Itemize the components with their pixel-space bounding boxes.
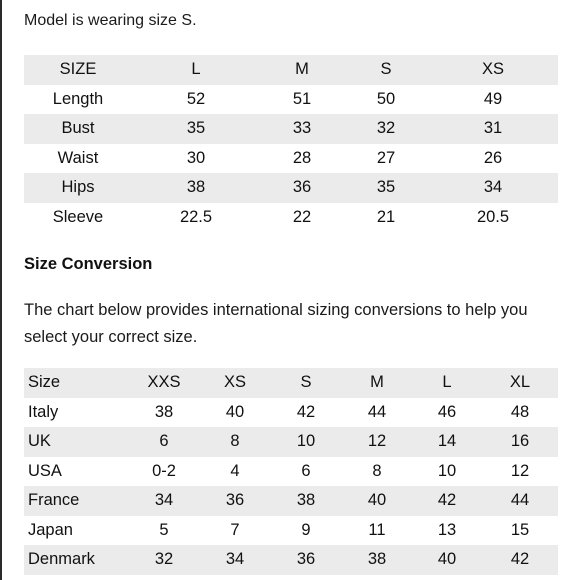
table-cell: 42	[270, 397, 342, 427]
header-cell: Size	[24, 368, 128, 398]
row-label: Waist	[24, 143, 132, 173]
row-label: USA	[24, 456, 128, 486]
table-cell: 28	[260, 143, 344, 173]
table-cell: 8	[200, 427, 270, 457]
header-cell: L	[412, 368, 482, 398]
row-label: Length	[24, 84, 132, 114]
row-label: Sleeve	[24, 202, 132, 232]
table-row: Waist 30 28 27 26	[24, 143, 558, 173]
table-cell: 31	[428, 114, 558, 144]
table-row: Japan 5 7 9 11 13 15	[24, 515, 558, 545]
table-cell: 12	[342, 427, 412, 457]
table-cell: 20.5	[428, 202, 558, 232]
size-conversion-description: The chart below provides international s…	[24, 301, 528, 346]
size-conversion-heading: Size Conversion	[24, 255, 153, 273]
table-cell: 27	[344, 143, 428, 173]
model-size-note: Model is wearing size S.	[24, 12, 197, 29]
table-cell: 38	[128, 397, 200, 427]
row-label: Italy	[24, 397, 128, 427]
table-cell: 10	[270, 427, 342, 457]
table-cell: 11	[342, 515, 412, 545]
table-row: USA 0-2 4 6 8 10 12	[24, 456, 558, 486]
size-measurements-table: SIZE L M S XS Length 52 51 50 49 Bust 35…	[24, 55, 558, 232]
header-cell: XL	[482, 368, 558, 398]
table-cell: 22	[260, 202, 344, 232]
table-cell: 38	[132, 173, 260, 203]
table-cell: 12	[482, 456, 558, 486]
table-cell: 35	[344, 173, 428, 203]
table-cell: 22.5	[132, 202, 260, 232]
table-cell: 51	[260, 84, 344, 114]
header-cell: S	[270, 368, 342, 398]
row-label: France	[24, 486, 128, 516]
table-cell: 40	[200, 397, 270, 427]
row-label: Bust	[24, 114, 132, 144]
table-cell: 40	[342, 486, 412, 516]
table-cell: 42	[412, 486, 482, 516]
table-cell: 34	[428, 173, 558, 203]
table-row: Bust 35 33 32 31	[24, 114, 558, 144]
table-cell: 14	[412, 427, 482, 457]
table-header-row: Size XXS XS S M L XL	[24, 368, 558, 398]
table-cell: 9	[270, 515, 342, 545]
header-cell: M	[260, 55, 344, 85]
table-header-row: SIZE L M S XS	[24, 55, 558, 85]
table-row: Sleeve 22.5 22 21 20.5	[24, 202, 558, 232]
table-cell: 44	[342, 397, 412, 427]
table-cell: 6	[128, 427, 200, 457]
table-cell: 10	[412, 456, 482, 486]
table-cell: 38	[342, 545, 412, 575]
table-cell: 33	[260, 114, 344, 144]
table-cell: 21	[344, 202, 428, 232]
table-cell: 50	[344, 84, 428, 114]
header-cell: S	[344, 55, 428, 85]
table-cell: 38	[270, 486, 342, 516]
table-cell: 32	[128, 545, 200, 575]
row-label: Hips	[24, 173, 132, 203]
table-cell: 16	[482, 427, 558, 457]
table-cell: 42	[482, 545, 558, 575]
table-row: France 34 36 38 40 42 44	[24, 486, 558, 516]
table-row: Length 52 51 50 49	[24, 84, 558, 114]
table-cell: 40	[412, 545, 482, 575]
table-cell: 4	[200, 456, 270, 486]
table-cell: 46	[412, 397, 482, 427]
table-cell: 5	[128, 515, 200, 545]
table-cell: 44	[482, 486, 558, 516]
table-row: Denmark 32 34 36 38 40 42	[24, 545, 558, 575]
left-border-rule	[0, 0, 2, 580]
table-cell: 32	[344, 114, 428, 144]
table-cell: 35	[132, 114, 260, 144]
table-cell: 7	[200, 515, 270, 545]
header-cell: XXS	[128, 368, 200, 398]
header-cell: L	[132, 55, 260, 85]
header-cell: XS	[428, 55, 558, 85]
table-cell: 13	[412, 515, 482, 545]
header-cell: SIZE	[24, 55, 132, 85]
table-cell: 0-2	[128, 456, 200, 486]
table-cell: 36	[260, 173, 344, 203]
table-cell: 34	[128, 486, 200, 516]
header-cell: XS	[200, 368, 270, 398]
size-conversion-table: Size XXS XS S M L XL Italy 38 40 42 44 4…	[24, 368, 558, 575]
row-label: Japan	[24, 515, 128, 545]
table-cell: 15	[482, 515, 558, 545]
row-label: Denmark	[24, 545, 128, 575]
row-label: UK	[24, 427, 128, 457]
table-cell: 36	[270, 545, 342, 575]
table-cell: 48	[482, 397, 558, 427]
table-row: UK 6 8 10 12 14 16	[24, 427, 558, 457]
header-cell: M	[342, 368, 412, 398]
table-cell: 36	[200, 486, 270, 516]
table-cell: 30	[132, 143, 260, 173]
table-cell: 6	[270, 456, 342, 486]
table-row: Hips 38 36 35 34	[24, 173, 558, 203]
table-cell: 26	[428, 143, 558, 173]
table-cell: 49	[428, 84, 558, 114]
table-cell: 52	[132, 84, 260, 114]
table-row: Italy 38 40 42 44 46 48	[24, 397, 558, 427]
table-cell: 8	[342, 456, 412, 486]
table-cell: 34	[200, 545, 270, 575]
